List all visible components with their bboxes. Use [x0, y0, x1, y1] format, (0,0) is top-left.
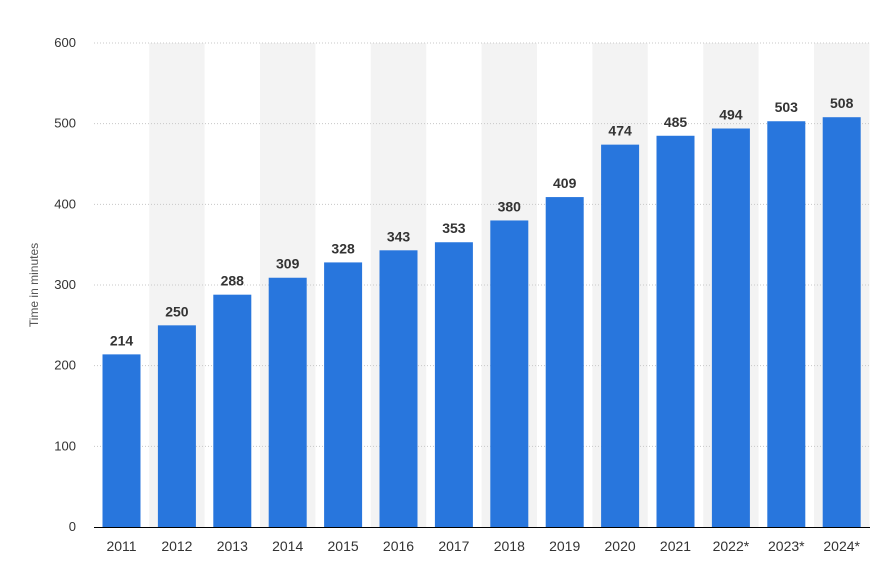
bar-value-label: 380: [498, 198, 522, 214]
x-tick-label: 2012: [161, 538, 192, 554]
bar[interactable]: [656, 135, 695, 527]
x-tick-label: 2022*: [713, 538, 750, 554]
bar-value-label: 494: [719, 107, 743, 123]
bar-value-label: 409: [553, 175, 577, 191]
y-tick-label: 100: [54, 438, 76, 453]
bar-value-label: 474: [608, 123, 632, 139]
x-tick-label: 2023*: [768, 538, 805, 554]
bar[interactable]: [102, 354, 141, 527]
bar[interactable]: [379, 250, 418, 527]
x-tick-label: 2019: [549, 538, 580, 554]
bar[interactable]: [434, 242, 473, 527]
y-tick-label: 400: [54, 196, 76, 211]
y-axis-ticks: 0 100 200 300 400 500 600: [54, 35, 76, 534]
x-tick-label: 2016: [383, 538, 414, 554]
bar-value-label: 503: [775, 99, 799, 115]
bar[interactable]: [767, 121, 806, 527]
bar-value-label: 485: [664, 114, 688, 130]
bar[interactable]: [490, 220, 529, 527]
x-tick-label: 2024*: [823, 538, 860, 554]
bar[interactable]: [268, 277, 307, 527]
x-tick-label: 2011: [106, 538, 136, 554]
bar[interactable]: [157, 325, 196, 527]
bar[interactable]: [324, 262, 363, 527]
y-axis-title: Time in minutes: [27, 243, 41, 327]
y-tick-label: 500: [54, 116, 76, 131]
bar-value-label: 214: [110, 332, 134, 348]
y-tick-label: 0: [69, 519, 76, 534]
bar-value-label: 288: [221, 273, 245, 289]
x-tick-label: 2021: [660, 538, 691, 554]
bar-value-label: 250: [165, 303, 189, 319]
y-tick-label: 600: [54, 35, 76, 50]
x-tick-label: 2015: [328, 538, 359, 554]
x-tick-label: 2014: [272, 538, 303, 554]
bar[interactable]: [213, 294, 252, 527]
bar[interactable]: [822, 117, 861, 528]
bar-value-label: 343: [387, 228, 411, 244]
bar[interactable]: [545, 197, 584, 527]
y-tick-label: 200: [54, 358, 76, 373]
y-tick-label: 300: [54, 277, 76, 292]
x-axis-ticks: 2011 2012 2013 2014 2015 2016 2017 2018 2019 2020…: [106, 538, 860, 554]
x-tick-label: 2017: [438, 538, 469, 554]
bar-value-label: 328: [331, 240, 355, 256]
x-tick-label: 2018: [494, 538, 525, 554]
data-labels: 214 250 288 309 328 343 353 380 409 474 485 494 503 5…: [110, 95, 854, 348]
bar-value-label: 353: [442, 220, 466, 236]
bar-value-label: 309: [276, 256, 300, 272]
x-tick-label: 2013: [217, 538, 248, 554]
bars: [102, 117, 861, 528]
bar[interactable]: [601, 144, 640, 527]
x-tick-label: 2020: [605, 538, 636, 554]
bar[interactable]: [711, 128, 750, 528]
bar-value-label: 508: [830, 95, 854, 111]
